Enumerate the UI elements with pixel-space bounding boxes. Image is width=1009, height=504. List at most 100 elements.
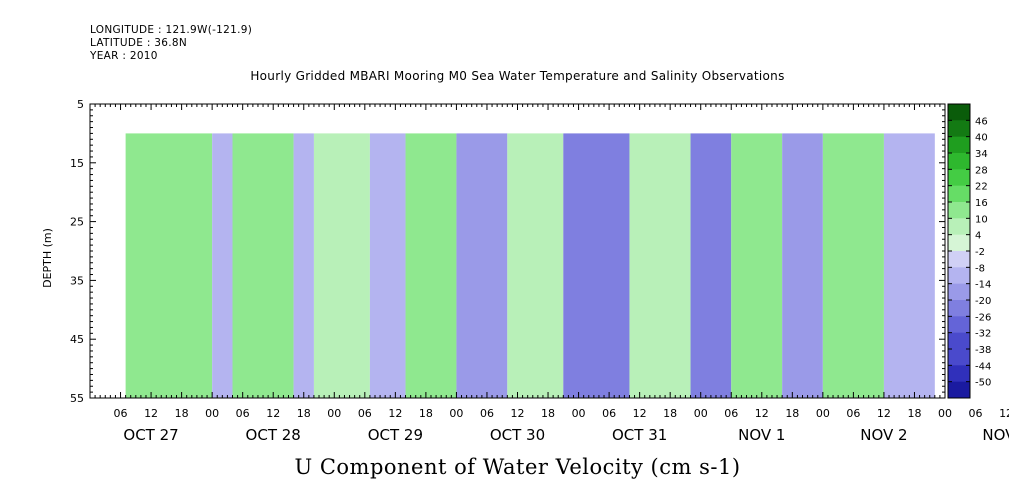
colorbar-label: 40 xyxy=(975,133,988,144)
colorbar-label: -8 xyxy=(975,263,985,274)
x-hour-label: 12 xyxy=(999,407,1009,420)
y-tick-label: 5 xyxy=(77,98,84,111)
x-day-label: OCT 31 xyxy=(612,426,667,444)
colorbar-segment xyxy=(948,218,970,236)
colorbar-label: 4 xyxy=(975,231,981,242)
x-axis-label: U Component of Water Velocity (cm s-1) xyxy=(294,455,741,479)
colorbar-label: -2 xyxy=(975,247,985,258)
x-hour-label: 06 xyxy=(846,407,860,420)
x-hour-label: 12 xyxy=(755,407,769,420)
latitude-label: LATITUDE : 36.8N xyxy=(90,37,188,49)
x-hour-label: 12 xyxy=(144,407,158,420)
colorbar-segment xyxy=(948,349,970,366)
colorbar-segment xyxy=(948,283,970,301)
colorbar-label: 46 xyxy=(975,116,988,127)
colorbar-segment xyxy=(948,153,970,170)
colorbar-label: -26 xyxy=(975,312,991,323)
x-day-label: OCT 30 xyxy=(490,426,545,444)
heatmap-band xyxy=(313,133,370,398)
x-hour-label: 00 xyxy=(572,407,586,420)
colorbar-segment xyxy=(948,300,970,317)
x-hour-label: 00 xyxy=(449,407,463,420)
x-hour-label: 00 xyxy=(816,407,830,420)
heatmap-band xyxy=(822,133,884,398)
axes: 5 15 25 35 45 55 06 12 18 00 06 12 18 00 06 12 18 00 06 12 1… xyxy=(70,98,1009,444)
chart-title: Hourly Gridded MBARI Mooring M0 Sea Wate… xyxy=(250,69,785,83)
colorbar-label: -44 xyxy=(975,361,991,372)
x-hour-label: 06 xyxy=(236,407,250,420)
colorbar-segment xyxy=(948,136,970,154)
colorbar-label: -14 xyxy=(975,280,991,291)
heatmap-band xyxy=(232,133,294,398)
y-tick-label: 45 xyxy=(70,333,84,346)
x-hour-label: 12 xyxy=(633,407,647,420)
x-day-label: OCT 28 xyxy=(246,426,301,444)
x-day-label: OCT 27 xyxy=(123,426,178,444)
colorbar-segment xyxy=(948,185,970,203)
colorbar-label: 16 xyxy=(975,198,988,209)
colorbar-label: 10 xyxy=(975,214,988,225)
x-hour-label: 06 xyxy=(114,407,128,420)
heatmap-band xyxy=(125,133,213,398)
heatmap-band xyxy=(629,133,691,398)
x-hour-label: 06 xyxy=(724,407,738,420)
longitude-label: LONGITUDE : 121.9W(-121.9) xyxy=(90,24,253,36)
colorbar-label: -20 xyxy=(975,296,991,307)
x-day-label: NOV 1 xyxy=(738,426,785,444)
heatmap-band xyxy=(883,133,935,398)
x-hour-label: 00 xyxy=(327,407,341,420)
x-hour-label: 12 xyxy=(266,407,280,420)
colorbar-segment xyxy=(948,332,970,350)
colorbar-label: 22 xyxy=(975,182,988,193)
x-hour-label: 18 xyxy=(907,407,921,420)
y-tick-label: 55 xyxy=(70,392,84,405)
year-label: YEAR : 2010 xyxy=(90,50,158,62)
colorbar-label: 34 xyxy=(975,149,988,160)
x-day-label: OCT 29 xyxy=(368,426,423,444)
heatmap-band xyxy=(731,133,783,398)
heatmap-band xyxy=(563,133,630,398)
x-hour-label: 00 xyxy=(938,407,952,420)
y-tick-label: 35 xyxy=(70,274,84,287)
heatmap-band xyxy=(212,133,233,398)
heatmap-band xyxy=(293,133,314,398)
heatmap-band xyxy=(369,133,406,398)
colorbar-segment xyxy=(948,251,970,268)
y-axis-label: DEPTH (m) xyxy=(41,228,54,288)
x-hour-label: 18 xyxy=(297,407,311,420)
heatmap-band xyxy=(456,133,508,398)
heatmap-cells xyxy=(125,133,935,398)
colorbar-segment xyxy=(948,316,970,334)
x-hour-label: 12 xyxy=(511,407,525,420)
heatmap-band xyxy=(507,133,564,398)
colorbar-label: 28 xyxy=(975,165,988,176)
y-tick-label: 15 xyxy=(70,157,84,170)
heatmap-band xyxy=(405,133,457,398)
x-hour-label: 18 xyxy=(541,407,555,420)
x-hour-label: 06 xyxy=(358,407,372,420)
colorbar-segment xyxy=(948,104,970,121)
x-hour-label: 18 xyxy=(419,407,433,420)
colorbar-segment xyxy=(948,202,970,219)
colorbar-label: -32 xyxy=(975,329,991,340)
x-hour-label: 06 xyxy=(969,407,983,420)
colorbar-segment xyxy=(948,267,970,285)
heatmap-band xyxy=(782,133,823,398)
x-hour-label: 18 xyxy=(785,407,799,420)
x-hour-label: 18 xyxy=(663,407,677,420)
x-hour-label: 06 xyxy=(480,407,494,420)
colorbar-segment xyxy=(948,365,970,383)
x-day-label: NOV 2 xyxy=(860,426,907,444)
heatmap-band xyxy=(690,133,732,398)
x-hour-label: 12 xyxy=(388,407,402,420)
colorbar-segment xyxy=(948,234,970,252)
x-hour-label: 00 xyxy=(694,407,708,420)
x-hour-label: 00 xyxy=(205,407,219,420)
colorbar-label: -38 xyxy=(975,345,991,356)
colorbar-label: -50 xyxy=(975,378,991,389)
colorbar-segment xyxy=(948,381,970,399)
colorbar: 46 40 34 28 22 16 10 4 -2 -8 -14 -20 -26 -32 -38 -44 -50 xyxy=(947,103,991,399)
x-hour-label: 12 xyxy=(877,407,891,420)
x-day-label: NOV 3 xyxy=(982,426,1009,444)
